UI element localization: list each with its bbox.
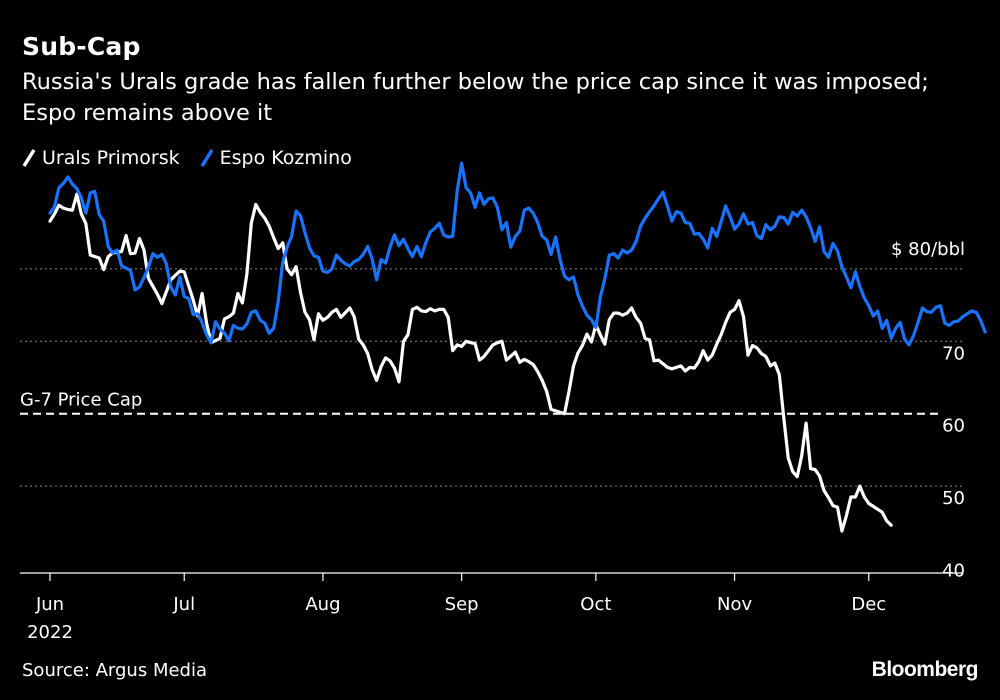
series-line-urals-primorsk (48, 192, 893, 533)
y-tick-label-50: 50 (942, 488, 965, 509)
x-tick-label-jul: Jul (172, 594, 195, 615)
legend-item-urals: Urals Primorsk (22, 147, 180, 169)
x-year-label: 2022 (27, 622, 73, 643)
x-tick-label-nov: Nov (717, 594, 752, 615)
chart-subtitle: Russia's Urals grade has fallen further … (22, 69, 929, 126)
x-tick-label-dec: Dec (851, 594, 886, 615)
x-tick-label-jun: Jun (35, 594, 64, 615)
x-tick-label-aug: Aug (305, 594, 340, 615)
y-tick-label-60: 60 (942, 416, 965, 437)
legend-item-espo: Espo Kozmino (200, 147, 352, 169)
y-tick-label-70: 70 (942, 343, 965, 364)
y-tick-label-40: 40 (942, 561, 965, 582)
legend: Urals Primorsk Espo Kozmino (22, 147, 372, 169)
bloomberg-logo: Bloomberg (871, 658, 979, 681)
source-note: Source: Argus Media (22, 660, 208, 681)
legend-label-espo: Espo Kozmino (219, 147, 352, 169)
price-cap-label: G-7 Price Cap (20, 390, 142, 411)
chart-title: Sub-Cap (22, 32, 141, 61)
y-tick-label-80: $ 80/bbl (891, 239, 965, 260)
x-tick-label-oct: Oct (580, 594, 611, 615)
legend-label-urals: Urals Primorsk (42, 147, 180, 169)
legend-swatch-espo (200, 149, 214, 167)
x-tick-label-sep: Sep (445, 594, 479, 615)
series-line-espo-kozmino (48, 161, 987, 347)
legend-swatch-urals (22, 149, 36, 167)
